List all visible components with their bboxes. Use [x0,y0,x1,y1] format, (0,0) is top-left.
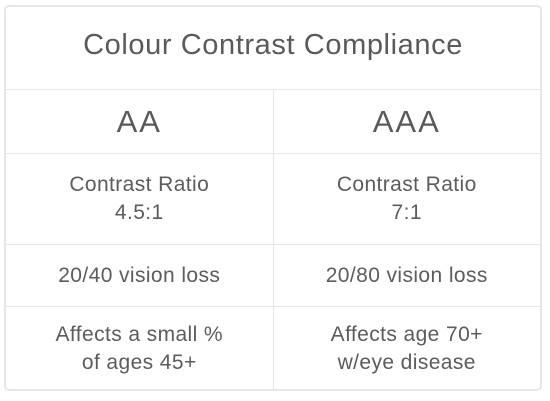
affects-row: Affects a small % of ages 45+ Affects ag… [6,307,541,389]
vision-text-aa: 20/40 vision loss [58,263,221,287]
cell-affects-aaa: Affects age 70+ w/eye disease [272,307,541,389]
cell-affects-aa: Affects a small % of ages 45+ [6,307,273,389]
level-row: AA AAA [6,90,540,154]
vision-loss-row: 20/40 vision loss 20/80 vision loss [6,245,540,307]
cell-vision-aa: 20/40 vision loss [6,245,273,306]
ratio-text-aa: Contrast Ratio 4.5:1 [69,171,209,227]
affects-text-aa: Affects a small % of ages 45+ [56,321,223,377]
level-label-aaa: AAA [372,103,441,139]
cell-ratio-aa: Contrast Ratio 4.5:1 [6,154,273,244]
vision-text-aaa: 20/80 vision loss [325,263,488,287]
level-label-aa: AA [116,103,162,139]
ratio-text-aaa: Contrast Ratio 7:1 [337,171,477,227]
ratio-label-aaa: Contrast Ratio [336,173,477,196]
cell-ratio-aaa: Contrast Ratio 7:1 [272,154,541,244]
cell-level-aa: AA [6,90,273,153]
affects-text-aaa: Affects age 70+ w/eye disease [331,321,483,377]
affects-line1-aaa: Affects age 70+ [330,322,483,346]
table-title: Colour Contrast Compliance [83,28,463,61]
affects-line2-aa: of ages 45+ [81,350,197,374]
cell-vision-aaa: 20/80 vision loss [272,245,541,306]
affects-line1-aa: Affects a small % [55,322,223,346]
compliance-table: Colour Contrast Compliance AA AAA Contra… [4,5,542,391]
contrast-ratio-row: Contrast Ratio 4.5:1 Contrast Ratio 7:1 [6,154,540,245]
affects-line2-aaa: w/eye disease [337,350,476,374]
ratio-value-aaa: 7:1 [391,201,422,224]
cell-level-aaa: AAA [272,90,541,153]
table-header: Colour Contrast Compliance [6,7,540,90]
ratio-label-aa: Contrast Ratio [69,173,210,196]
ratio-value-aa: 4.5:1 [114,201,164,224]
